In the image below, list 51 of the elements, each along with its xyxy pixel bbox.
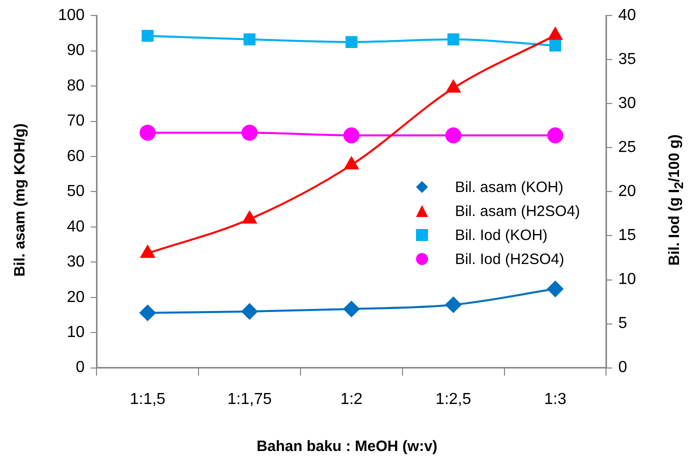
x-axis-title: Bahan baku : MeOH (w:v) [256,438,438,455]
point [140,124,156,141]
point [445,296,462,313]
y2-tick-label: 5 [618,315,628,332]
y2-tick-label: 30 [618,95,636,112]
x-tick-label: 1:1,5 [130,390,166,408]
point [242,124,258,141]
y-tick-label: 70 [66,112,85,130]
y-tick-label: 100 [58,7,85,24]
point [344,156,359,170]
x-tick-label: 1:3 [544,390,566,408]
y2-tick-label: 0 [618,359,628,376]
y2-tick-label: 15 [618,227,636,244]
y2-tick-label: 10 [618,271,636,288]
y2-tick-label: 20 [618,183,636,200]
point [346,36,358,48]
point [445,127,462,144]
x-tick-label: 1:2 [340,390,363,408]
y-tick-label: 50 [66,183,85,200]
point [242,211,257,224]
point [142,30,154,42]
x-tick-label: 1:1,75 [227,390,272,408]
point [447,33,460,46]
y-tick-label: 60 [66,148,85,165]
point [140,304,156,321]
y-tick-label: 0 [76,359,85,376]
point [242,303,258,320]
point [244,33,256,46]
y-tick-label: 30 [66,254,85,271]
point [547,280,564,297]
point [343,300,360,317]
point [343,127,360,144]
point [547,127,564,144]
point [446,80,460,93]
legend-label: Bil. Iod (H2SO4) [455,250,564,268]
y-tick-label: 20 [66,288,85,306]
y2-tick-label: 40 [618,7,636,24]
legend-label: Bil. asam (KOH) [455,178,564,196]
x-tick-label: 1:2,5 [436,390,472,408]
point [548,27,562,40]
y2-tick-label: 35 [618,51,636,68]
y-tick-label: 90 [66,42,85,60]
y-tick-label: 10 [66,324,85,341]
legend-label: Bil. Iod (KOH) [455,226,548,244]
y-tick-label: 40 [66,218,85,236]
y-axis-title: Bil. asam (mg KOH/g) [12,123,28,277]
y2-tick-label: 25 [618,139,636,156]
point [549,40,562,52]
point [140,245,155,258]
legend-label: Bil. asam (H2SO4) [455,202,580,220]
y-tick-label: 80 [66,77,85,94]
